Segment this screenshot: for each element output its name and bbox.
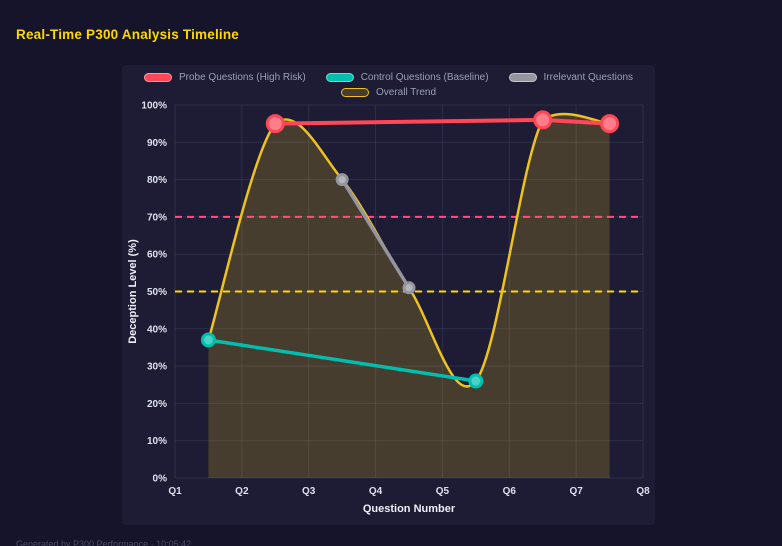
trend-area-layer bbox=[208, 114, 610, 478]
y-tick-label: 70% bbox=[147, 212, 167, 223]
x-tick-label: Q7 bbox=[569, 486, 583, 497]
legend-label: Probe Questions (High Risk) bbox=[178, 72, 306, 83]
y-tick-label: 60% bbox=[147, 250, 167, 261]
legend-swatch bbox=[340, 88, 369, 97]
area-fill-overall-trend bbox=[208, 114, 610, 478]
legend-item-control-questions-baseline[interactable]: Control Questions (Baseline) bbox=[325, 72, 489, 83]
x-tick-label: Q3 bbox=[302, 486, 316, 497]
data-point-probe-questions-high-risk[interactable] bbox=[265, 114, 285, 134]
x-tick-label: Q5 bbox=[436, 486, 450, 497]
footer-note: Generated by P300 Performance · 10:05:42 bbox=[16, 539, 192, 546]
x-tick-label: Q2 bbox=[235, 486, 249, 497]
y-tick-label: 10% bbox=[147, 436, 167, 447]
series-line-irrelevant-questions bbox=[340, 177, 411, 290]
legend-item-irrelevant-questions[interactable]: Irrelevant Questions bbox=[508, 72, 634, 83]
x-tick-label: Q8 bbox=[636, 486, 650, 497]
legend-label: Control Questions (Baseline) bbox=[360, 72, 489, 83]
series-line-control-questions-baseline bbox=[206, 338, 478, 383]
page-title: Real-Time P300 Analysis Timeline bbox=[16, 27, 240, 42]
data-point-probe-questions-high-risk[interactable] bbox=[600, 114, 620, 134]
x-axis-title: Question Number bbox=[363, 503, 456, 515]
data-point-probe-questions-high-risk[interactable] bbox=[533, 110, 553, 130]
data-point-control-questions-baseline[interactable] bbox=[200, 332, 216, 348]
legend-swatch bbox=[508, 73, 537, 82]
data-point-control-questions-baseline[interactable] bbox=[468, 373, 484, 389]
y-tick-label: 20% bbox=[147, 399, 167, 410]
y-tick-label: 50% bbox=[147, 287, 167, 298]
y-axis-title: Deception Level (%) bbox=[127, 239, 139, 344]
y-tick-label: 90% bbox=[147, 138, 167, 149]
chart-legend: Probe Questions (High Risk) Control Quest… bbox=[122, 72, 655, 98]
tick-label-layer: Q1 Q2 Q3 Q4 Q5 Q6 Q7 Q8 0% 10% 20% 30% 40% 50% 60% 70% 8… bbox=[141, 101, 650, 498]
legend-label: Overall Trend bbox=[375, 87, 437, 98]
data-point-irrelevant-questions[interactable] bbox=[335, 173, 349, 187]
legend-swatch bbox=[325, 73, 354, 82]
y-tick-label: 80% bbox=[147, 175, 167, 186]
chart-panel: Q1 Q2 Q3 Q4 Q5 Q6 Q7 Q8 0% 10% 20% 30% 40% 50% 60% 70% 8… bbox=[122, 65, 655, 525]
y-tick-label: 40% bbox=[147, 324, 167, 335]
legend-row: Overall Trend bbox=[340, 87, 437, 98]
legend-item-overall-trend[interactable]: Overall Trend bbox=[340, 87, 437, 98]
legend-item-probe-questions-high-risk[interactable]: Probe Questions (High Risk) bbox=[143, 72, 306, 83]
legend-swatch bbox=[143, 73, 172, 82]
data-point-layer bbox=[200, 110, 620, 389]
x-tick-label: Q4 bbox=[369, 486, 383, 497]
y-tick-label: 0% bbox=[153, 474, 168, 485]
x-tick-label: Q1 bbox=[168, 486, 182, 497]
y-tick-label: 100% bbox=[141, 101, 167, 112]
timeline-chart: Q1 Q2 Q3 Q4 Q5 Q6 Q7 Q8 0% 10% 20% 30% 40% 50% 60% 70% 8… bbox=[127, 101, 650, 516]
legend-label: Irrelevant Questions bbox=[543, 72, 634, 83]
x-tick-label: Q6 bbox=[503, 486, 517, 497]
legend-row: Probe Questions (High Risk) Control Quest… bbox=[143, 72, 634, 83]
y-tick-label: 30% bbox=[147, 362, 167, 373]
data-point-irrelevant-questions[interactable] bbox=[402, 281, 416, 295]
